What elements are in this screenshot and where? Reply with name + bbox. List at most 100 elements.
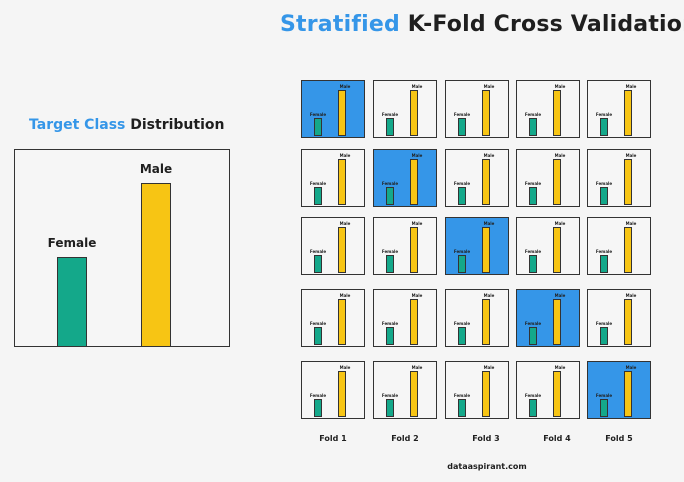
mini-label-male: Male [411,153,423,158]
mini-bar-female [314,187,322,205]
mini-label-female: Female [381,393,399,398]
mini-bar-female [458,399,466,417]
mini-bar-male [482,159,490,205]
mini-label-female: Female [453,393,471,398]
mini-label-female: Female [453,321,471,326]
fold-cell: Female Male [445,361,509,419]
mini-label-male: Male [625,153,637,158]
fold-cell: Female Male [373,80,437,138]
mini-label-female: Female [453,112,471,117]
mini-label-female: Female [381,321,399,326]
title-highlight: Stratified [280,12,400,37]
fold-label: Fold 1 [319,434,347,443]
mini-label-female: Female [524,393,542,398]
mini-label-female: Female [381,181,399,186]
mini-bar-female [314,255,322,273]
mini-bar-female [458,255,466,273]
mini-bar-female [529,327,537,345]
mini-bar-female [600,255,608,273]
mini-bar-female [458,327,466,345]
mini-bar-female [529,187,537,205]
mini-label-male: Male [411,293,423,298]
mini-label-male: Male [483,84,495,89]
fold-cell: Female Male [373,217,437,275]
mini-bar-male [624,299,632,345]
mini-label-female: Female [381,249,399,254]
mini-bar-female [600,118,608,136]
mini-bar-female [314,399,322,417]
mini-label-female: Female [595,112,613,117]
mini-label-female: Female [595,249,613,254]
mini-bar-female [386,327,394,345]
mini-bar-male [482,371,490,417]
mini-bar-female [529,399,537,417]
mini-label-female: Female [524,112,542,117]
mini-label-female: Female [453,181,471,186]
mini-label-female: Female [595,321,613,326]
mini-label-female: Female [309,321,327,326]
fold-cell: Female Male [516,289,580,347]
mini-bar-female [386,118,394,136]
mini-label-male: Male [339,84,351,89]
mini-label-female: Female [524,321,542,326]
mini-bar-male [338,90,346,136]
mini-label-male: Male [483,293,495,298]
mini-bar-male [624,90,632,136]
fold-cell: Female Male [301,80,365,138]
fold-cell: Female Male [516,361,580,419]
mini-label-male: Male [625,365,637,370]
mini-bar-male [338,227,346,273]
mini-label-male: Male [411,365,423,370]
fold-cell: Female Male [301,149,365,207]
distribution-chart: Female Male [14,149,230,347]
mini-label-female: Female [595,393,613,398]
fold-cell: Female Male [445,217,509,275]
fold-label: Fold 2 [391,434,419,443]
mini-bar-male [410,227,418,273]
mini-bar-male [410,371,418,417]
mini-label-male: Male [554,84,566,89]
fold-cell: Female Male [301,289,365,347]
mini-label-female: Female [309,249,327,254]
fold-cell: Female Male [587,289,651,347]
fold-cell: Female Male [301,217,365,275]
mini-label-male: Male [339,293,351,298]
mini-label-male: Male [554,365,566,370]
fold-cell: Female Male [445,80,509,138]
mini-bar-male [338,371,346,417]
mini-bar-female [386,255,394,273]
mini-bar-female [314,118,322,136]
mini-label-male: Male [483,153,495,158]
bar-female [57,257,87,347]
mini-label-male: Male [411,221,423,226]
mini-bar-female [529,118,537,136]
mini-bar-female [600,399,608,417]
bar-label-male: Male [139,162,173,176]
mini-bar-male [553,159,561,205]
mini-bar-male [553,90,561,136]
mini-bar-female [386,399,394,417]
mini-label-female: Female [453,249,471,254]
fold-cell: Female Male [373,149,437,207]
mini-bar-female [600,187,608,205]
distribution-title-highlight: Target Class [29,117,126,133]
mini-bar-male [624,371,632,417]
mini-bar-male [482,90,490,136]
mini-label-male: Male [625,84,637,89]
mini-label-male: Male [411,84,423,89]
mini-label-female: Female [381,112,399,117]
mini-label-male: Male [483,221,495,226]
distribution-title-rest: Distribution [130,117,225,133]
mini-label-male: Male [625,293,637,298]
fold-cell: Female Male [587,149,651,207]
mini-bar-male [624,227,632,273]
bar-label-female: Female [47,236,97,250]
fold-cell: Female Male [516,149,580,207]
mini-bar-male [553,299,561,345]
mini-label-male: Male [554,221,566,226]
mini-bar-male [482,299,490,345]
fold-cell: Female Male [587,217,651,275]
mini-label-male: Male [339,153,351,158]
mini-bar-male [624,159,632,205]
mini-bar-female [458,118,466,136]
